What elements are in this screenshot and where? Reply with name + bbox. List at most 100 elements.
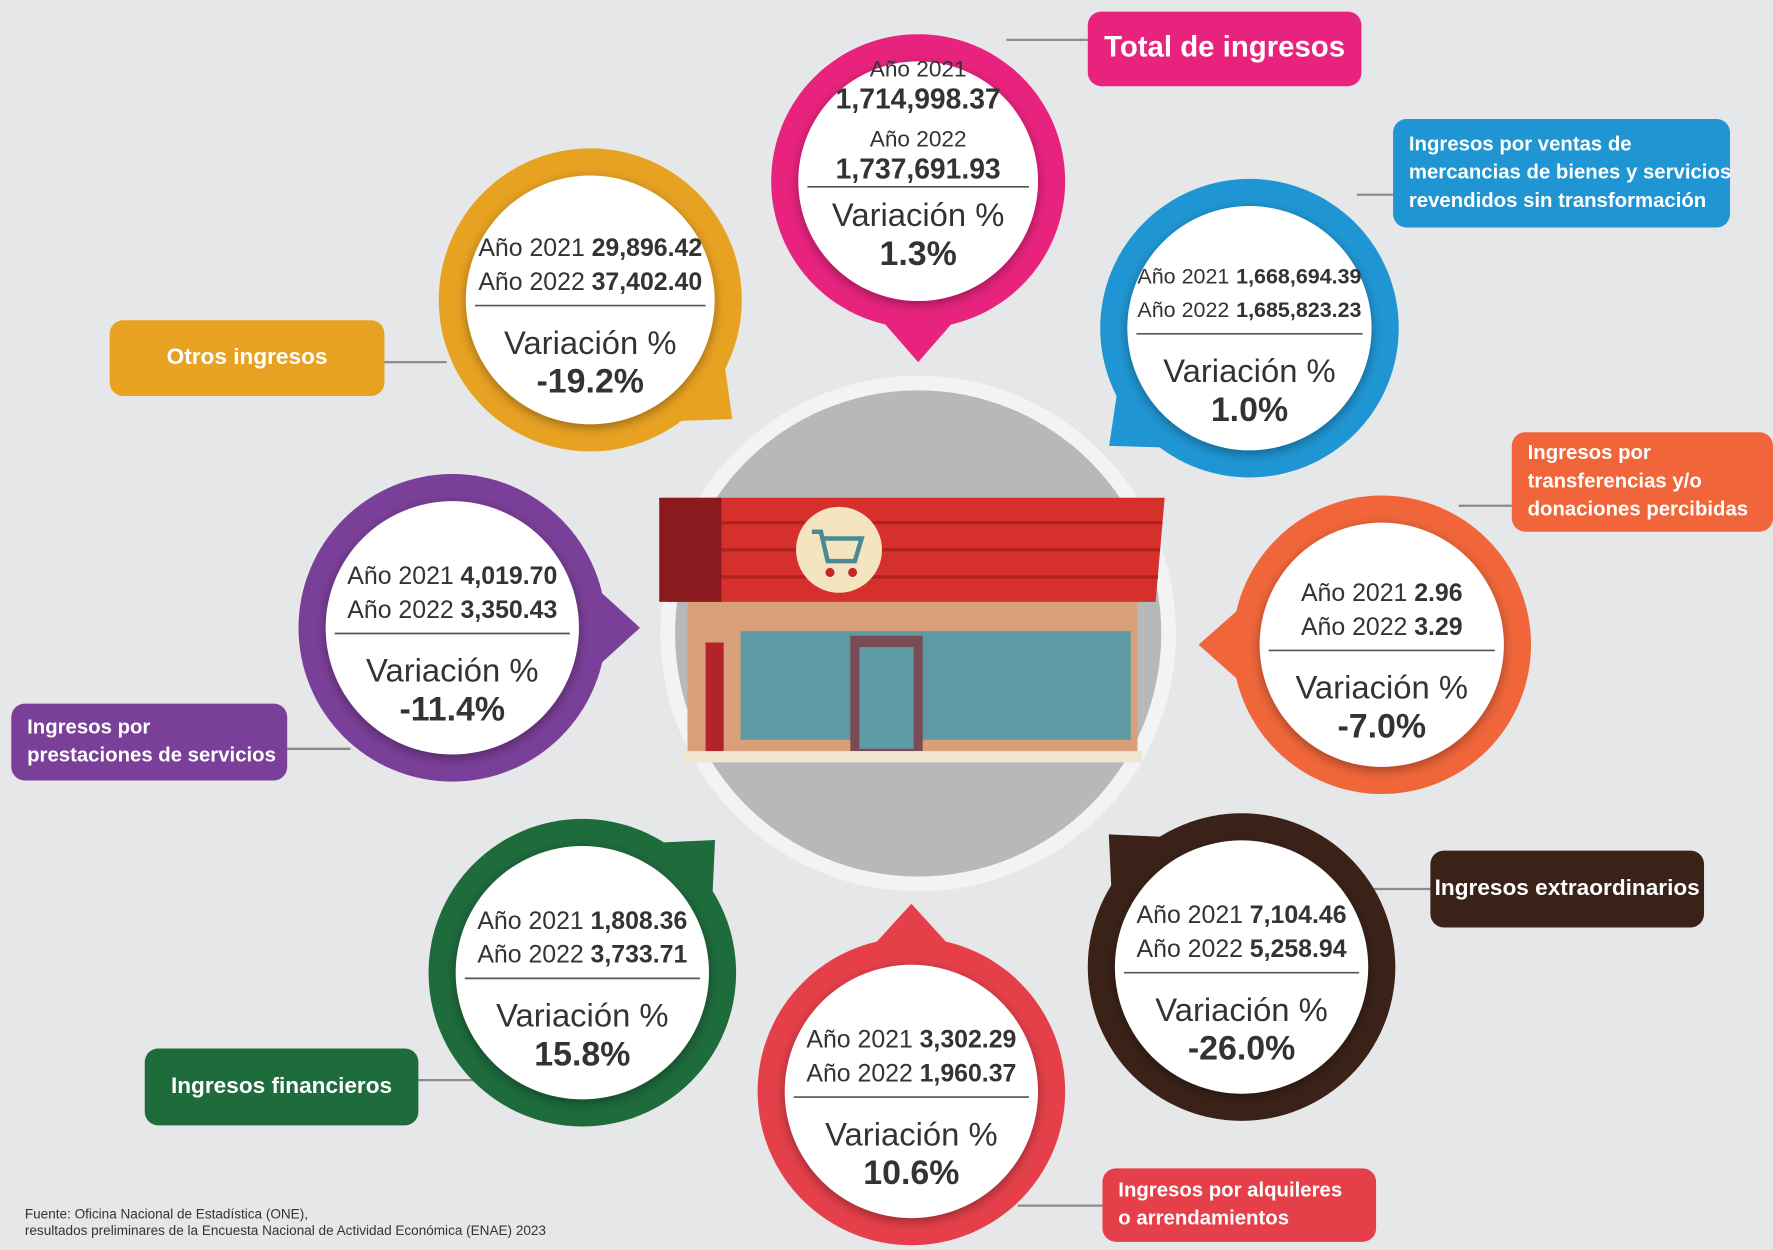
variation-label: Variación % — [832, 196, 1005, 233]
year-label: Año 2022 — [1137, 935, 1243, 963]
year-label: Año 2022 — [347, 595, 453, 623]
year-value: 3,733.71 — [591, 940, 688, 968]
label-text: prestaciones de servicios — [27, 745, 276, 767]
year-line: Año 2022 1,685,823.23 — [1137, 298, 1361, 322]
year-label: Año 2021 — [1301, 578, 1407, 606]
year-line: Año 2021 4,019.70 — [347, 562, 557, 590]
year-label: Año 2022 — [1137, 298, 1229, 322]
inner-circle — [455, 846, 709, 1100]
year-value: 1,960.37 — [920, 1059, 1017, 1087]
label-text: Ingresos extraordinarios — [1435, 875, 1700, 900]
label-box — [1087, 11, 1362, 87]
label-text: Otros ingresos — [167, 344, 328, 369]
inner-circle — [1114, 840, 1369, 1094]
label-text: transferencias y/o — [1528, 470, 1702, 492]
store-side-door — [705, 642, 724, 756]
income-item: Ingresos extraordinarios Año 2021 7,104.46… — [1087, 813, 1705, 1121]
label-text: revendidos sin transformación — [1409, 190, 1706, 212]
inner-circle — [1127, 206, 1372, 451]
variation-value: 1.3% — [880, 235, 957, 273]
variation-label: Variación % — [504, 324, 676, 361]
label-text: Ingresos por — [1528, 442, 1651, 464]
year-line: Año 2021 1,668,694.39 — [1137, 264, 1361, 288]
variation-label: Variación % — [825, 1115, 998, 1152]
cart-badge — [796, 506, 882, 593]
store-illustration — [659, 375, 1176, 892]
income-item: Otros ingresos Año 2021 29,896.42 Año 2022 3… — [109, 148, 742, 452]
variation-value: -19.2% — [537, 363, 644, 401]
label-box — [1102, 1168, 1377, 1242]
label-box — [109, 320, 385, 397]
year-label: Año 2022 — [870, 126, 967, 151]
label-text: Total de ingresos — [1104, 31, 1345, 64]
store-step — [682, 751, 1143, 763]
year-label: Año 2022 — [477, 940, 583, 968]
year-label: Año 2021 — [478, 234, 584, 262]
year-value: 1,685,823.23 — [1236, 298, 1361, 322]
year-line: Año 2022 1,960.37 — [806, 1059, 1016, 1087]
inner-circle — [465, 175, 715, 425]
label-box — [1430, 850, 1705, 928]
income-item: Ingresos por alquileres o arrendamientos A… — [757, 903, 1377, 1246]
year-line: Año 2021 3,302.29 — [806, 1025, 1016, 1053]
inner-circle — [325, 501, 579, 755]
year-label: Año 2021 — [477, 906, 583, 934]
year-value: 2.96 — [1414, 578, 1462, 606]
income-item: Ingresos por transferencias y/o donaciones… — [1198, 432, 1773, 795]
year-label: Año 2022 — [1301, 612, 1407, 640]
year-line: Año 2021 7,104.46 — [1137, 901, 1347, 929]
year-line: Año 2022 3,350.43 — [347, 595, 557, 623]
income-item: Ingresos por prestaciones de servicios Año… — [11, 474, 640, 782]
variation-value: -26.0% — [1188, 1030, 1295, 1068]
year-line: Año 2021 1,808.36 — [477, 906, 687, 934]
year-value: 1,808.36 — [591, 906, 688, 934]
cart-wheel — [848, 567, 858, 577]
inner-circle — [1259, 522, 1504, 767]
year-label: Año 2021 — [806, 1025, 912, 1053]
year-line: Año 2021 29,896.42 — [478, 234, 702, 262]
year-value: 1,714,998.37 — [836, 82, 1001, 114]
year-value: 1,737,691.93 — [836, 152, 1001, 184]
label-text: Ingresos financieros — [171, 1073, 392, 1098]
cart-wheel — [825, 567, 835, 577]
awning-side — [659, 497, 722, 602]
year-line: Año 2021 2.96 — [1301, 578, 1463, 606]
year-line: Año 2022 3,733.71 — [477, 940, 687, 968]
year-label: Año 2021 — [870, 56, 967, 81]
year-value: 37,402.40 — [592, 268, 703, 296]
store-window — [740, 631, 1131, 740]
store-door-glass — [859, 647, 914, 749]
label-text: donaciones percibidas — [1528, 499, 1748, 521]
year-line: Año 2022 3.29 — [1301, 612, 1463, 640]
year-value: 7,104.46 — [1250, 901, 1347, 929]
year-value: 1,668,694.39 — [1236, 264, 1361, 288]
label-text: Ingresos por ventas de — [1409, 133, 1632, 155]
variation-label: Variación % — [496, 997, 668, 1034]
source-line: resultados preliminares de la Encuesta N… — [25, 1223, 546, 1238]
variation-label: Variación % — [1155, 991, 1328, 1028]
variation-label: Variación % — [1296, 669, 1469, 706]
variation-value: 1.0% — [1211, 391, 1288, 429]
variation-label: Variación % — [366, 652, 539, 689]
label-box — [1393, 118, 1731, 228]
year-label: Año 2021 — [1137, 901, 1243, 929]
year-line: Año 2022 37,402.40 — [478, 268, 702, 296]
year-value: 29,896.42 — [592, 234, 703, 262]
source-line: Fuente: Oficina Nacional de Estadística … — [25, 1206, 308, 1221]
year-value: 3,302.29 — [920, 1025, 1017, 1053]
variation-value: -11.4% — [400, 690, 506, 728]
year-label: Año 2022 — [806, 1059, 912, 1087]
cart-icon — [811, 529, 865, 564]
label-box — [11, 703, 288, 781]
variation-label: Variación % — [1163, 352, 1336, 389]
label-text: Ingresos por alquileres — [1118, 1179, 1342, 1201]
label-text: Ingresos por — [27, 716, 150, 738]
variation-value: 10.6% — [863, 1154, 959, 1192]
year-line: Año 2022 5,258.94 — [1137, 935, 1347, 963]
year-value: 4,019.70 — [461, 562, 558, 590]
income-item: Ingresos por ventas de mercancias de bien… — [1100, 118, 1731, 478]
